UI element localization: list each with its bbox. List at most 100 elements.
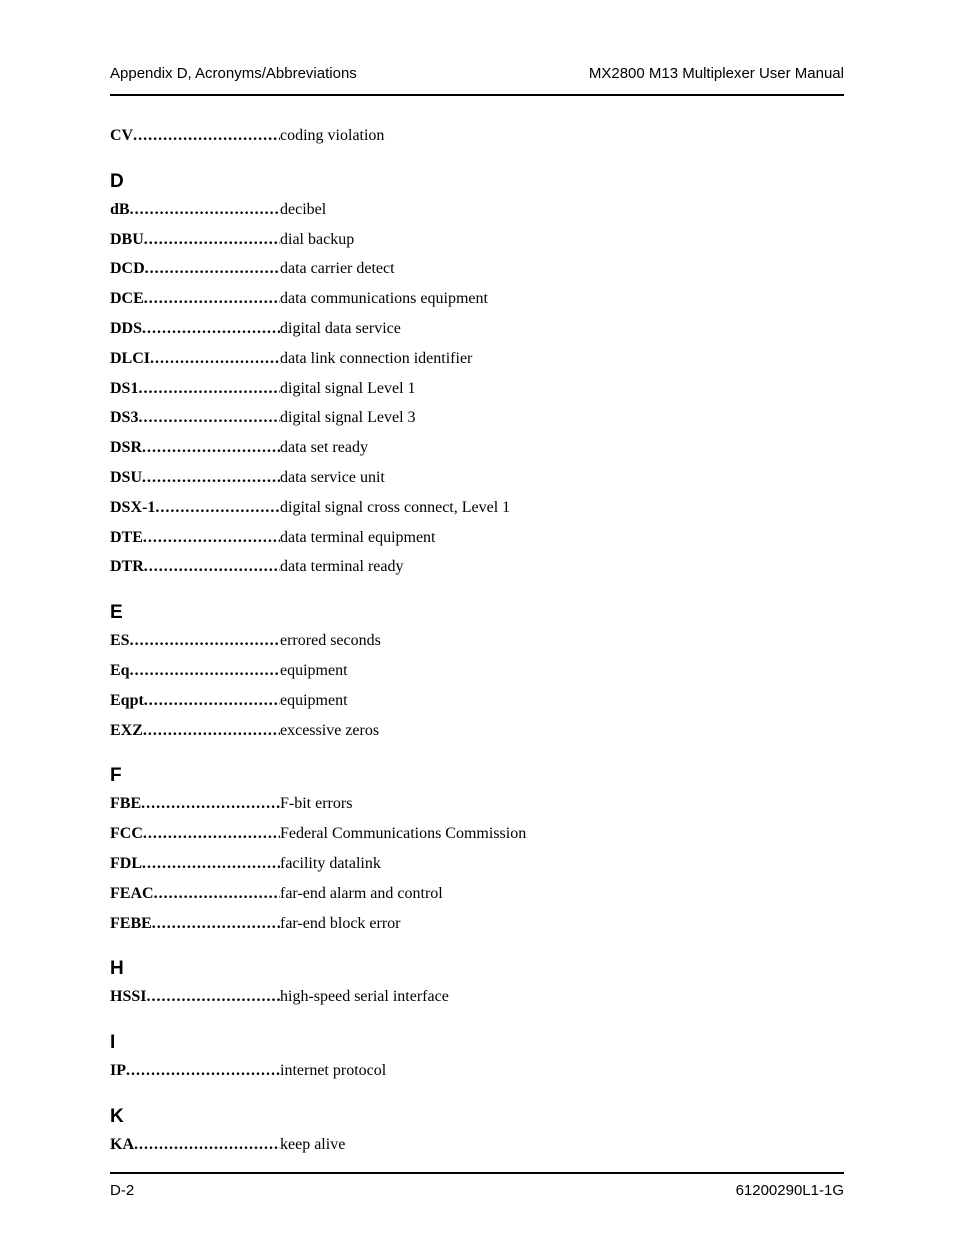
definition: Federal Communications Commission (280, 822, 526, 847)
footer-right: 61200290L1-1G (736, 1182, 844, 1199)
glossary-entry: IP......................................… (110, 1059, 844, 1084)
term: EXZ (110, 719, 143, 744)
term: HSSI (110, 985, 146, 1010)
leader-dots: ........................................… (130, 659, 280, 684)
term: DSR (110, 436, 142, 461)
definition: data service unit (280, 466, 385, 491)
term-wrap: DS3.....................................… (110, 406, 280, 431)
term-wrap: FEBE....................................… (110, 912, 280, 937)
term: Eq (110, 659, 130, 684)
term-wrap: FEAC....................................… (110, 882, 280, 907)
glossary-entry: DCD.....................................… (110, 257, 844, 282)
glossary-entry: DDS.....................................… (110, 317, 844, 342)
term: KA (110, 1133, 134, 1158)
term: FEBE (110, 912, 152, 937)
glossary-entry: DTE.....................................… (110, 526, 844, 551)
term-wrap: IP......................................… (110, 1059, 280, 1084)
term: FEAC (110, 882, 154, 907)
leader-dots: ........................................… (138, 406, 280, 431)
glossary-entry: ES......................................… (110, 629, 844, 654)
term-wrap: DTE.....................................… (110, 526, 280, 551)
glossary-entry: Eqpt....................................… (110, 689, 844, 714)
definition: decibel (280, 198, 326, 223)
term-wrap: Eq......................................… (110, 659, 280, 684)
leader-dots: ........................................… (130, 629, 280, 654)
definition: digital signal cross connect, Level 1 (280, 496, 510, 521)
glossary-entry: DSU.....................................… (110, 466, 844, 491)
leader-dots: ........................................… (144, 555, 280, 580)
definition: digital signal Level 1 (280, 377, 416, 402)
term: Eqpt (110, 689, 144, 714)
glossary-entry: DTR.....................................… (110, 555, 844, 580)
term: DDS (110, 317, 142, 342)
term: DS3 (110, 406, 138, 431)
header-right: MX2800 M13 Multiplexer User Manual (589, 65, 844, 82)
glossary-entry: DCE.....................................… (110, 287, 844, 312)
term-wrap: DCD.....................................… (110, 257, 280, 282)
page: Appendix D, Acronyms/Abbreviations MX280… (0, 0, 954, 1254)
section-heading: H (110, 958, 844, 980)
definition: excessive zeros (280, 719, 379, 744)
term-wrap: DSX-1...................................… (110, 496, 280, 521)
term: DS1 (110, 377, 138, 402)
definition: errored seconds (280, 629, 381, 654)
term-wrap: DSR.....................................… (110, 436, 280, 461)
term: DSX-1 (110, 496, 155, 521)
glossary-entry: DLCI....................................… (110, 347, 844, 372)
definition: high-speed serial interface (280, 985, 449, 1010)
leader-dots: ........................................… (143, 526, 280, 551)
glossary-entry: FEAC....................................… (110, 882, 844, 907)
term-wrap: dB......................................… (110, 198, 280, 223)
definition: facility datalink (280, 852, 381, 877)
glossary-entry: Eq......................................… (110, 659, 844, 684)
term-wrap: HSSI....................................… (110, 985, 280, 1010)
footer-rule (110, 1172, 844, 1174)
definition: data terminal equipment (280, 526, 436, 551)
glossary-entry: HSSI....................................… (110, 985, 844, 1010)
term: DLCI (110, 347, 150, 372)
definition: data set ready (280, 436, 368, 461)
term-wrap: FCC.....................................… (110, 822, 280, 847)
leader-dots: ........................................… (144, 228, 280, 253)
leader-dots: ........................................… (145, 257, 280, 282)
page-header: Appendix D, Acronyms/Abbreviations MX280… (110, 65, 844, 82)
term-wrap: DSU.....................................… (110, 466, 280, 491)
definition: data communications equipment (280, 287, 488, 312)
term: DTE (110, 526, 143, 551)
leader-dots: ........................................… (142, 466, 280, 491)
leader-dots: ........................................… (143, 822, 280, 847)
page-footer: D-2 61200290L1-1G (110, 1182, 844, 1199)
term-wrap: EXZ.....................................… (110, 719, 280, 744)
term: FBE (110, 792, 141, 817)
term: dB (110, 198, 130, 223)
definition: data terminal ready (280, 555, 404, 580)
leader-dots: ........................................… (144, 689, 280, 714)
glossary-entry: FEBE....................................… (110, 912, 844, 937)
term-wrap: DBU.....................................… (110, 228, 280, 253)
term-wrap: DLCI....................................… (110, 347, 280, 372)
term: DBU (110, 228, 144, 253)
glossary-entry: CV......................................… (110, 124, 844, 149)
leader-dots: ........................................… (126, 1059, 280, 1084)
leader-dots: ........................................… (138, 377, 280, 402)
definition: dial backup (280, 228, 354, 253)
definition: data link connection identifier (280, 347, 472, 372)
header-rule (110, 94, 844, 96)
glossary-entry: FCC.....................................… (110, 822, 844, 847)
glossary-entry: DSX-1...................................… (110, 496, 844, 521)
leader-dots: ........................................… (154, 882, 280, 907)
leader-dots: ........................................… (142, 852, 280, 877)
section-heading: D (110, 171, 844, 193)
glossary-entry: DS3.....................................… (110, 406, 844, 431)
term-wrap: ES......................................… (110, 629, 280, 654)
glossary-entry: KA......................................… (110, 1133, 844, 1158)
section-heading: I (110, 1032, 844, 1054)
term: FDL (110, 852, 142, 877)
section-heading: F (110, 765, 844, 787)
leader-dots: ........................................… (142, 436, 280, 461)
section-heading: K (110, 1106, 844, 1128)
term-wrap: DDS.....................................… (110, 317, 280, 342)
definition: equipment (280, 689, 348, 714)
definition: F-bit errors (280, 792, 352, 817)
term-wrap: FDL.....................................… (110, 852, 280, 877)
